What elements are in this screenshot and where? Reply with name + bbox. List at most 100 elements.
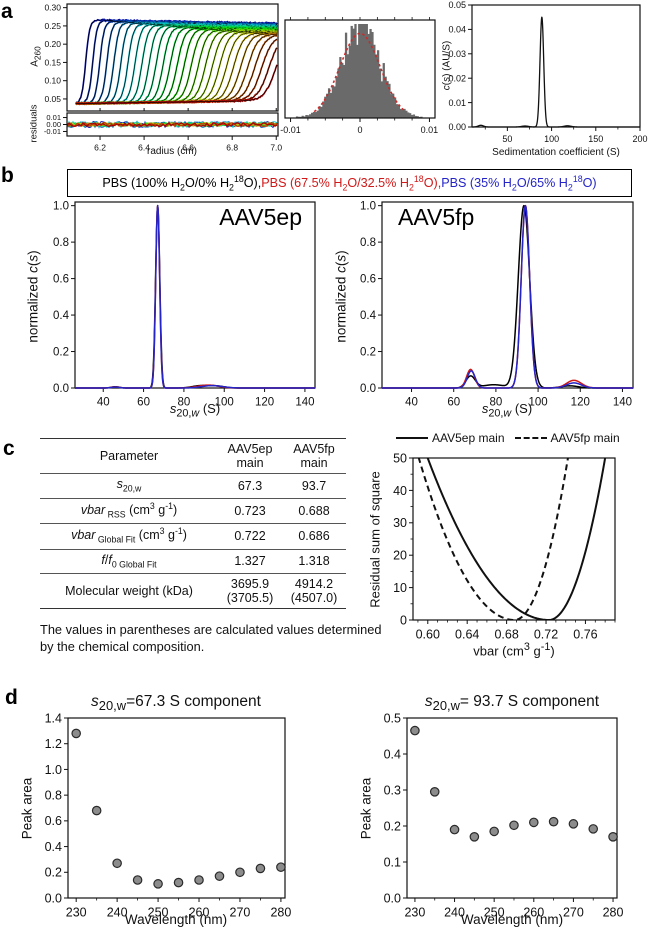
svg-text:0.0: 0.0 bbox=[53, 383, 69, 395]
table-param-cell: s20,w bbox=[40, 473, 218, 499]
svg-text:0.68: 0.68 bbox=[494, 628, 518, 642]
panel-a-label: a bbox=[1, 0, 13, 23]
table-row: s20,w 67.3 93.7 bbox=[40, 473, 346, 499]
svg-text:0.05: 0.05 bbox=[448, 0, 466, 10]
raw-sedimentation-scans-chart: 0.05 0.10 0.15 0.20 0.25 0.30 0.01 0.00 -0.01 6.2… bbox=[0, 0, 292, 162]
svg-text:240: 240 bbox=[107, 906, 128, 920]
d-67s-x-axis-label: Wavelength (nm) bbox=[124, 912, 228, 927]
svg-text:0.02: 0.02 bbox=[448, 73, 466, 83]
svg-text:1.0: 1.0 bbox=[45, 763, 62, 777]
b-legend-item: PBS (35% H2O/65% H218O) bbox=[441, 173, 597, 193]
svg-text:0.0: 0.0 bbox=[384, 891, 401, 905]
aav5fp-normalized-cs-chart: 40 60 80 100 120 140 0.0 0.2 0.4 0.6 0.8 1.0 bbox=[330, 195, 648, 425]
table-value-cell: 67.3 bbox=[218, 473, 282, 499]
svg-text:0.2: 0.2 bbox=[53, 347, 69, 359]
peak-area-94s-scatter-chart: 230 240 250 260 270 280 0.0 0.1 0.2 0.3 0.4 0.5 bbox=[330, 690, 648, 940]
table-value-cell: 93.7 bbox=[282, 473, 346, 499]
svg-text:0.4: 0.4 bbox=[45, 840, 62, 854]
svg-text:0.6: 0.6 bbox=[45, 814, 62, 828]
table-param-cell: f/f0 Global Fit bbox=[40, 549, 218, 575]
svg-text:0.2: 0.2 bbox=[384, 819, 401, 833]
svg-text:0.64: 0.64 bbox=[455, 628, 479, 642]
svg-text:100: 100 bbox=[544, 134, 559, 144]
svg-text:-0.01: -0.01 bbox=[44, 127, 61, 136]
svg-text:0.1: 0.1 bbox=[384, 855, 401, 869]
svg-text:280: 280 bbox=[603, 906, 624, 920]
table-footnote: The values in parentheses are calculated… bbox=[40, 622, 382, 654]
svg-text:270: 270 bbox=[563, 906, 584, 920]
svg-text:40: 40 bbox=[405, 397, 418, 409]
svg-text:0.25: 0.25 bbox=[44, 21, 61, 31]
svg-text:230: 230 bbox=[404, 906, 425, 920]
svg-text:40: 40 bbox=[393, 484, 407, 498]
svg-text:30: 30 bbox=[393, 516, 407, 530]
table-value-cell: 1.318 bbox=[282, 549, 346, 575]
svg-text:0.2: 0.2 bbox=[360, 347, 376, 359]
svg-text:240: 240 bbox=[444, 906, 465, 920]
d-94s-title: s20,w= 93.7 S component bbox=[424, 693, 600, 714]
table-row: vbar Global Fit (cm3 g-1) 0.722 0.686 bbox=[40, 523, 346, 550]
svg-text:60: 60 bbox=[137, 397, 150, 409]
svg-text:230: 230 bbox=[66, 906, 87, 920]
svg-text:-0.01: -0.01 bbox=[280, 125, 301, 135]
rss-legend-label: AAV5fp main bbox=[550, 431, 620, 445]
svg-text:100: 100 bbox=[215, 397, 234, 409]
svg-text:1.4: 1.4 bbox=[45, 711, 62, 725]
svg-text:140: 140 bbox=[295, 397, 314, 409]
svg-text:250: 250 bbox=[148, 906, 169, 920]
svg-text:260: 260 bbox=[523, 906, 544, 920]
svg-text:40: 40 bbox=[97, 397, 110, 409]
svg-text:120: 120 bbox=[255, 397, 274, 409]
svg-text:1.0: 1.0 bbox=[360, 201, 376, 213]
svg-text:6.8: 6.8 bbox=[226, 143, 238, 153]
rss-legend-label: AAV5ep main bbox=[432, 431, 505, 445]
panel-b-label: b bbox=[1, 164, 14, 187]
svg-text:0.6: 0.6 bbox=[53, 274, 69, 286]
svg-text:0.30: 0.30 bbox=[44, 3, 61, 13]
svg-text:20: 20 bbox=[393, 549, 407, 563]
panel-b-buffer-legend: PBS (100% H2O/0% H218O), PBS (67.5% H2O/… bbox=[67, 169, 632, 197]
d-94s-y-axis-label: Peak area bbox=[358, 777, 374, 840]
table-row: Molecular weight (kDa) 3695.9 (3705.5) 4914… bbox=[40, 574, 346, 609]
b-fp-y-axis-label: normalized c(s) bbox=[333, 250, 349, 343]
rss-legend-item: AAV5fp main bbox=[514, 431, 620, 445]
table-value-cell: 0.686 bbox=[282, 523, 346, 550]
svg-text:6.2: 6.2 bbox=[94, 143, 106, 153]
svg-text:0.0: 0.0 bbox=[360, 383, 376, 395]
rss-y-axis-label: Residual sum of square bbox=[367, 471, 383, 608]
svg-text:0.8: 0.8 bbox=[45, 789, 62, 803]
rss-x-axis-label: vbar (cm3 g-1) bbox=[473, 641, 555, 659]
svg-text:0.8: 0.8 bbox=[360, 237, 376, 249]
residual-sum-of-square-vs-vbar-chart: 0.60 0.64 0.68 0.72 0.76 0 10 20 30 40 50 bbox=[360, 430, 648, 670]
table-header-cell: AAV5fp main bbox=[282, 438, 346, 475]
table-value-cell: 3695.9 (3705.5) bbox=[226, 577, 274, 606]
aav5ep-annotation: AAV5ep bbox=[219, 204, 302, 230]
residuals-histogram-chart: -0.01 0 0.01 bbox=[280, 0, 445, 140]
svg-text:270: 270 bbox=[230, 906, 251, 920]
table-row: f/f0 Global Fit 1.327 1.318 bbox=[40, 549, 346, 575]
table-param-cell: vbar Global Fit (cm3 g-1) bbox=[40, 523, 218, 550]
svg-text:7.0: 7.0 bbox=[270, 143, 282, 153]
dashed-line-sample bbox=[514, 437, 547, 439]
svg-text:60: 60 bbox=[447, 397, 460, 409]
svg-text:50: 50 bbox=[502, 134, 512, 144]
svg-text:0.60: 0.60 bbox=[416, 628, 440, 642]
svg-text:0.04: 0.04 bbox=[448, 25, 466, 35]
table-param-cell: Molecular weight (kDa) bbox=[65, 584, 193, 599]
svg-text:0.6: 0.6 bbox=[360, 274, 376, 286]
svg-text:140: 140 bbox=[613, 397, 632, 409]
svg-text:80: 80 bbox=[490, 397, 503, 409]
a-raw-y-axis-label: A260 bbox=[29, 46, 43, 67]
table-value-cell: 1.327 bbox=[218, 549, 282, 575]
svg-text:0.5: 0.5 bbox=[384, 711, 401, 725]
a-raw-x-axis-label: radius (cm) bbox=[146, 146, 197, 157]
svg-text:0.76: 0.76 bbox=[573, 628, 597, 642]
panel-d-label: d bbox=[5, 686, 18, 709]
svg-text:0.03: 0.03 bbox=[448, 49, 466, 59]
table-row: vbar RSS (cm3 g-1) 0.723 0.688 bbox=[40, 498, 346, 525]
svg-text:0: 0 bbox=[357, 125, 362, 135]
rss-plot-legend: AAV5ep main AAV5fp main bbox=[396, 431, 628, 445]
svg-text:0.4: 0.4 bbox=[53, 310, 70, 322]
svg-text:0.00: 0.00 bbox=[448, 122, 466, 132]
svg-text:250: 250 bbox=[484, 906, 505, 920]
